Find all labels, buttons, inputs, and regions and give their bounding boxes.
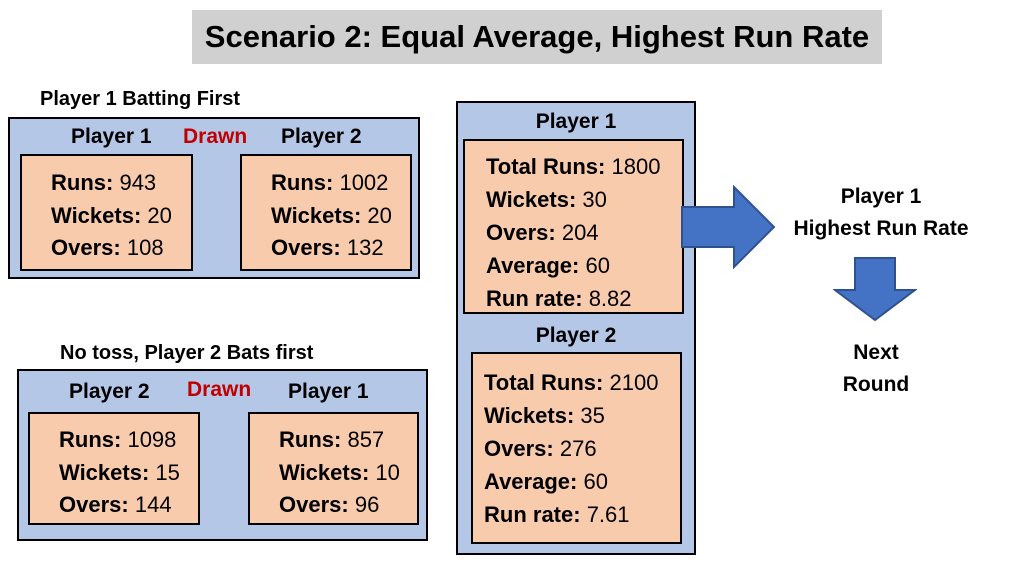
stat-row: Runs: 1098 xyxy=(59,427,177,452)
match1-right-header: Player 2 xyxy=(281,125,362,148)
stat-row: Average: 60 xyxy=(484,469,608,494)
stat-row: Overs: 204 xyxy=(486,220,599,245)
totals-player1-header: Player 1 xyxy=(535,110,617,133)
stat-row: Wickets: 10 xyxy=(279,459,400,485)
match1-left-header: Player 1 xyxy=(71,125,152,148)
totals-player2-header: Player 2 xyxy=(535,324,617,347)
stat-row: Wickets: 35 xyxy=(484,403,605,428)
stat-row: Run rate: 8.82 xyxy=(486,286,632,311)
down-arrow-icon xyxy=(833,257,917,322)
stat-row: Runs: 857 xyxy=(279,427,385,452)
match2-right-header: Player 1 xyxy=(288,380,369,403)
stat-row: Runs: 943 xyxy=(51,170,157,195)
stat-row: Overs: 96 xyxy=(279,492,380,517)
match2-right-stats: Runs: 857 Wickets: 10 Overs: 96 xyxy=(248,412,419,525)
stat-row: Total Runs: 1800 xyxy=(486,154,661,179)
stat-row: Overs: 144 xyxy=(59,492,172,517)
match1-right-stats: Runs: 1002 Wickets: 20 Overs: 132 xyxy=(240,154,412,271)
match2-caption: No toss, Player 2 Bats first xyxy=(60,342,314,364)
stat-row: Overs: 276 xyxy=(484,436,597,461)
stat-row: Overs: 108 xyxy=(51,235,164,260)
totals-player2-stats: Total Runs: 2100 Wickets: 35 Overs: 276 … xyxy=(471,352,682,544)
match2-left-header: Player 2 xyxy=(69,380,150,403)
stat-row: Wickets: 30 xyxy=(486,187,607,212)
match1-caption: Player 1 Batting First xyxy=(40,88,241,110)
match2-left-stats: Runs: 1098 Wickets: 15 Overs: 144 xyxy=(28,412,200,525)
right-arrow-icon xyxy=(681,185,776,269)
stat-row: Wickets: 20 xyxy=(271,202,392,228)
stat-row: Wickets: 20 xyxy=(51,202,172,228)
match1-left-stats: Runs: 943 Wickets: 20 Overs: 108 xyxy=(20,154,193,271)
stat-row: Wickets: 15 xyxy=(59,459,180,485)
match1-result: Drawn xyxy=(183,125,248,148)
stat-row: Total Runs: 2100 xyxy=(484,370,659,395)
stat-row: Runs: 1002 xyxy=(271,170,389,195)
stat-row: Run rate: 7.61 xyxy=(484,502,630,527)
next-round-label: Next Round xyxy=(842,341,910,396)
winner-label: Player 1 Highest Run Rate xyxy=(793,185,969,240)
match2-result: Drawn xyxy=(187,378,252,401)
totals-player1-stats: Total Runs: 1800 Wickets: 30 Overs: 204 … xyxy=(463,139,684,314)
stat-row: Overs: 132 xyxy=(271,235,384,260)
stat-row: Average: 60 xyxy=(486,253,610,278)
page-title: Scenario 2: Equal Average, Highest Run R… xyxy=(192,10,882,64)
